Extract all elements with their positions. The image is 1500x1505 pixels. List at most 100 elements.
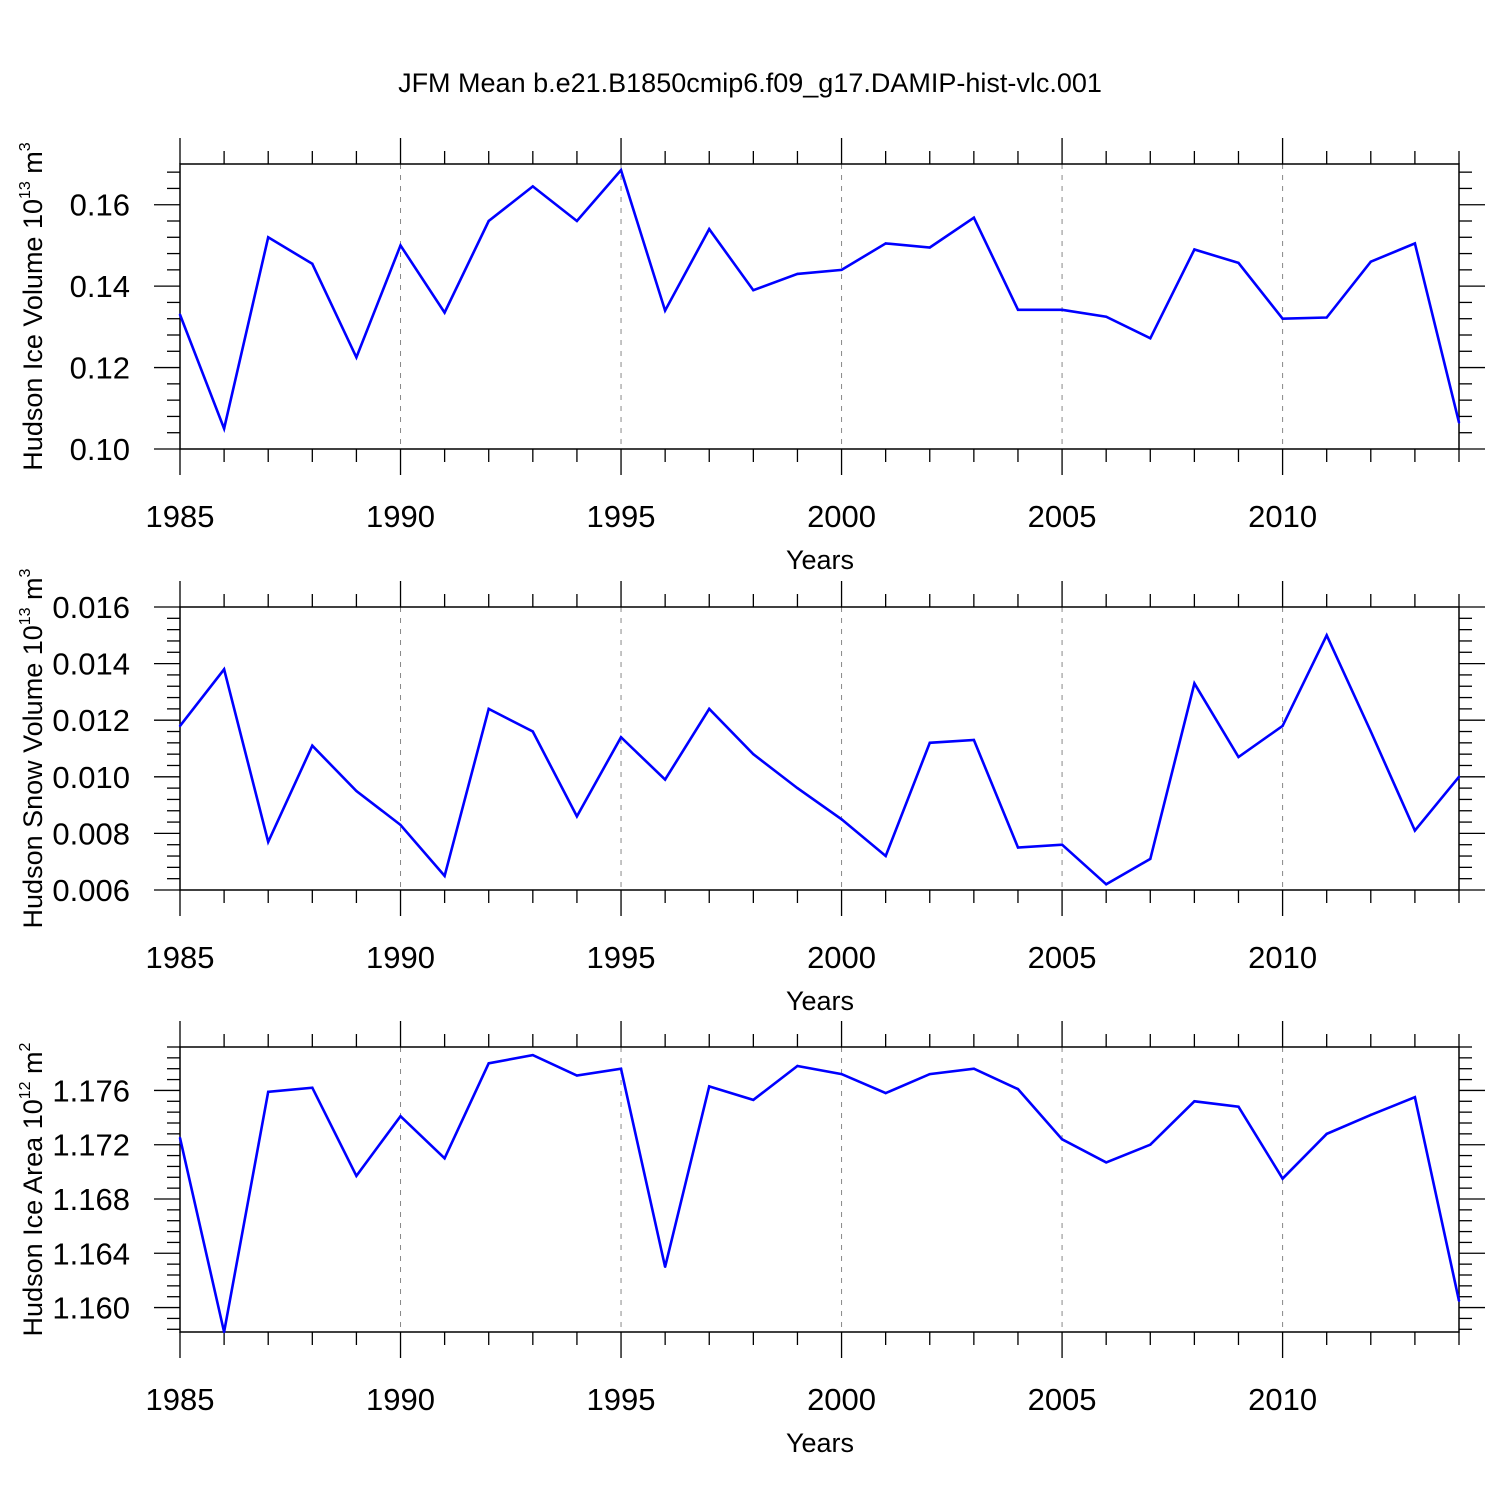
y-tick-label: 0.016 [52,590,130,625]
y-tick-label: 1.168 [52,1182,130,1217]
data-point [1325,634,1328,637]
data-point [972,1067,976,1070]
data-point [663,778,667,781]
data-point [796,786,799,790]
data-point [972,738,976,742]
data-point [1281,317,1284,320]
x-tick-label: 1985 [146,1382,215,1417]
data-point [1193,248,1196,251]
data-point [575,815,579,818]
data-point [355,356,358,359]
data-point [1149,1143,1152,1146]
data-point [222,427,226,430]
y-tick-label: 0.014 [52,647,130,682]
data-point [708,1085,711,1088]
y-axis-title-superscript: 13 [17,181,34,199]
data-point [1016,846,1020,849]
data-point [1413,1096,1417,1099]
data-point [355,789,358,793]
data-point [1104,883,1108,886]
data-point [752,1098,755,1102]
data-point [1237,755,1240,759]
y-axis-title-superscript: 13 [17,607,34,625]
y-axis-title: Hudson Ice Volume 1013 m3 [17,142,48,470]
y-tick-label: 0.010 [52,760,130,795]
data-point [1237,261,1240,265]
data-point [840,818,843,821]
plot-frame [179,163,1460,450]
x-tick-label: 1995 [587,1382,656,1417]
x-tick-label: 2000 [807,1382,876,1417]
data-point [1193,682,1196,685]
y-axis-title-part: m [18,151,48,181]
x-tick-label: 2010 [1248,499,1317,534]
x-tick-label: 2000 [807,940,876,975]
y-axis-title-part: m [18,1051,48,1081]
y-axis-title-superscript: 12 [17,1081,34,1099]
y-tick-label: 0.10 [70,432,130,467]
data-point [267,1090,270,1093]
data-point [1104,315,1108,318]
data-point [796,272,799,276]
data-point [1149,857,1152,861]
data-point [575,219,579,223]
y-tick-label: 0.006 [52,873,130,908]
y-axis-title-superscript: 3 [17,142,34,151]
y-axis-title-part: Hudson Ice Volume 10 [18,199,48,471]
y-axis-title-part: m [18,577,48,607]
data-point [222,668,226,671]
y-tick-label: 1.176 [52,1073,130,1108]
plot-frame [179,606,1460,891]
y-axis-title-superscript: 2 [17,1042,34,1051]
chart-title: JFM Mean b.e21.B1850cmip6.f09_g17.DAMIP-… [398,68,1102,98]
y-tick-label: 0.14 [70,269,130,304]
data-point [884,854,887,858]
data-point [663,1265,667,1269]
data-point [1060,843,1064,846]
data-point [178,1136,182,1140]
x-tick-label: 1985 [146,499,215,534]
data-point [443,1157,446,1160]
data-point [708,227,711,231]
panel-ice-volume: 1985 1990 1995 2000 2005 2010 0.10 0.12 0.14 0.16… [17,138,1485,575]
x-tick-label: 1990 [366,499,435,534]
data-point [1413,242,1417,245]
data-point [1325,1132,1328,1136]
x-tick-label: 2005 [1028,940,1097,975]
data-point [311,744,314,747]
data-point [1369,730,1372,733]
data-point [619,168,623,172]
data-point [1016,1087,1020,1091]
data-point [487,707,490,711]
x-tick-label: 1995 [587,940,656,975]
data-point [1149,337,1152,340]
panel-ice-area: 1985 1990 1995 2000 2005 2010 1.160 1.164 1.168 1… [17,1021,1485,1458]
data-point [1457,421,1461,424]
data-point [311,1086,314,1089]
data-point [487,219,490,223]
data-point [575,1074,579,1077]
y-axis-title-superscript: 3 [17,568,34,577]
y-tick-label: 0.12 [70,351,130,386]
series-line [178,632,1461,886]
x-tick-label: 2000 [807,499,876,534]
data-point [178,724,182,728]
y-axis-title-part: Hudson Snow Volume 10 [18,625,48,928]
data-point [443,311,446,314]
data-point [1016,308,1020,311]
data-point [928,246,931,249]
y-axis-title: Hudson Ice Area 1012 m2 [17,1042,48,1336]
series-line [178,167,1461,434]
data-point [531,1053,535,1057]
data-point [1281,724,1284,728]
data-point [708,707,711,711]
data-point [884,1091,887,1095]
data-point [1060,308,1064,311]
y-tick-label: 1.164 [52,1236,130,1271]
data-point [222,1330,226,1334]
y-axis-title: Hudson Snow Volume 1013 m3 [17,568,48,928]
panel-snow-volume: 1985 1990 1995 2000 2005 2010 0.006 0.008 0.010 0… [17,568,1485,1016]
x-tick-label: 1990 [366,940,435,975]
plot-frame [179,1046,1460,1333]
